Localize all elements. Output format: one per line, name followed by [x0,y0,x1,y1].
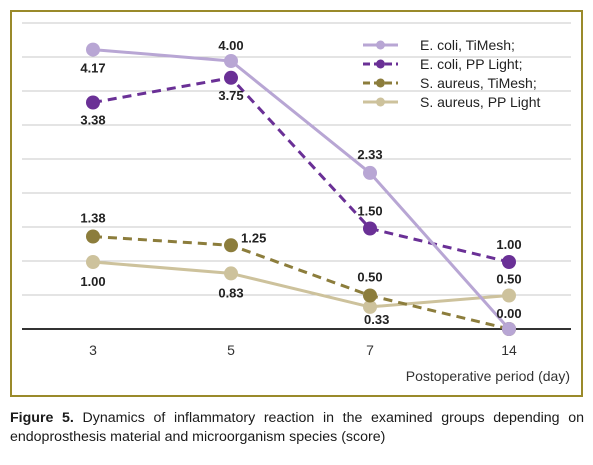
data-label: 3.75 [218,88,243,103]
data-point [86,255,100,269]
data-point [363,299,377,314]
legend-label: E. coli, TiMesh; [420,37,515,53]
data-point [86,42,100,57]
caption-label: Figure 5. [10,410,74,426]
x-tick-label: 7 [366,342,374,358]
data-label: 0.00 [496,306,521,321]
data-point [363,288,377,303]
data-label: 4.17 [80,61,105,76]
x-tick-label: 3 [89,342,97,358]
figure-caption: Figure 5. Dynamics of inflammatory react… [10,409,584,447]
caption-text: Dynamics of inflammatory reaction in the… [10,410,584,445]
x-axis-title: Postoperative period (day) [406,368,570,384]
legend-marker [376,40,385,50]
data-label: 0.33 [364,312,389,327]
data-point [86,229,100,244]
data-label: 0.50 [496,272,521,287]
data-label: 1.50 [357,204,382,219]
series-line [92,260,510,309]
data-label: 1.00 [80,274,105,289]
series-line [92,76,510,264]
series-line [92,48,511,330]
data-point [86,95,100,110]
data-label: 2.33 [357,147,382,162]
data-label: 1.38 [80,211,105,226]
legend-marker [376,97,385,107]
data-label: 3.38 [80,113,105,128]
legend-label: S. aureus, PP Light [420,94,540,110]
data-label: 1.00 [496,237,521,252]
data-label: 0.50 [357,270,382,285]
data-point [224,54,238,68]
data-point [502,288,516,303]
legend-label: E. coli, PP Light; [420,56,522,72]
data-point [363,221,377,236]
x-tick-label: 5 [227,342,235,358]
data-label: 0.83 [218,285,243,300]
chart-frame [10,10,583,397]
legend-marker [376,78,385,88]
line-chart: 3 5 7 14 Postoperative period (day) 4.17 4.00 2… [22,22,571,384]
legend-marker [376,59,385,69]
data-point [502,322,516,336]
data-label: 4.00 [218,38,243,53]
legend-label: S. aureus, TiMesh; [420,75,537,91]
data-point [224,266,238,281]
data-point [363,165,377,180]
series-line [92,235,510,331]
data-point [224,70,238,85]
data-label: 1.25 [241,230,266,245]
data-point [224,238,238,253]
x-tick-label: 14 [501,342,517,358]
data-point [502,255,516,269]
